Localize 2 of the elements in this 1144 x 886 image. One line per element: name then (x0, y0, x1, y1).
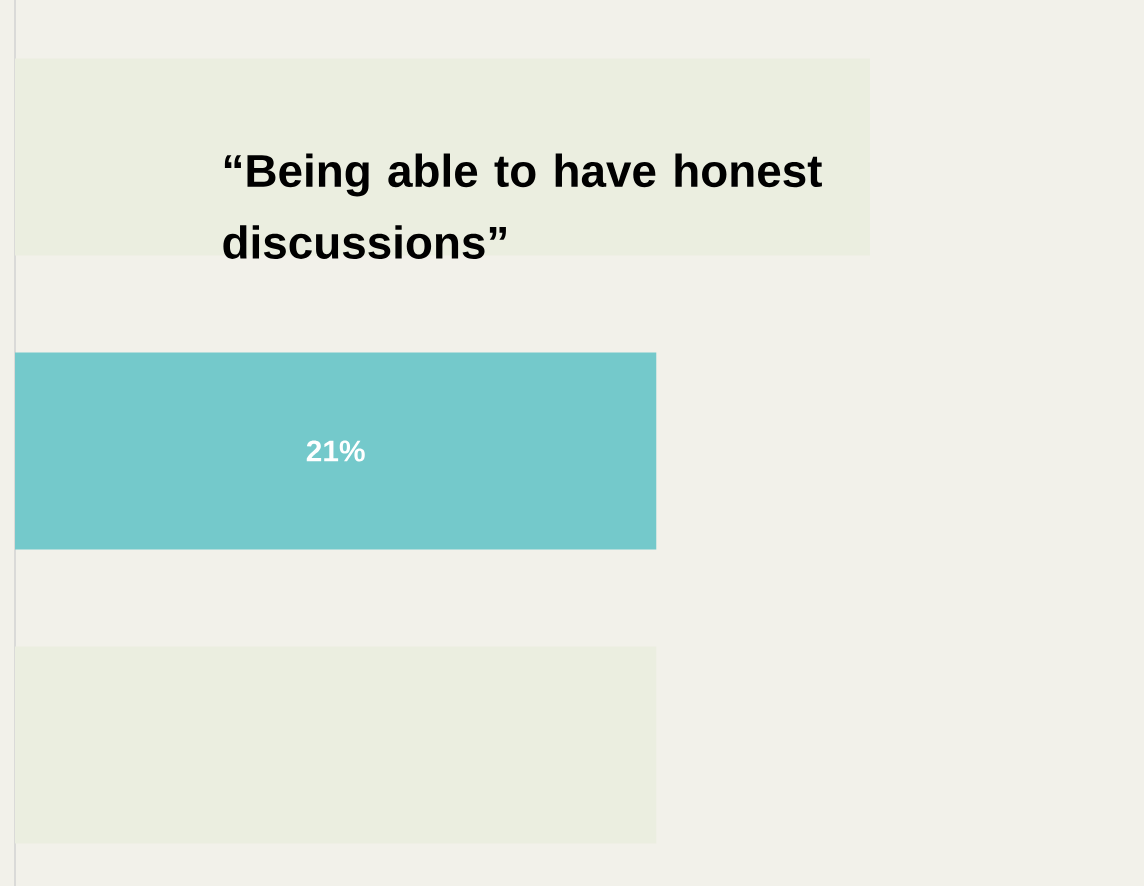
data-label: 21% (306, 440, 365, 462)
text: “Being able to have honest discussions” (223, 153, 822, 259)
